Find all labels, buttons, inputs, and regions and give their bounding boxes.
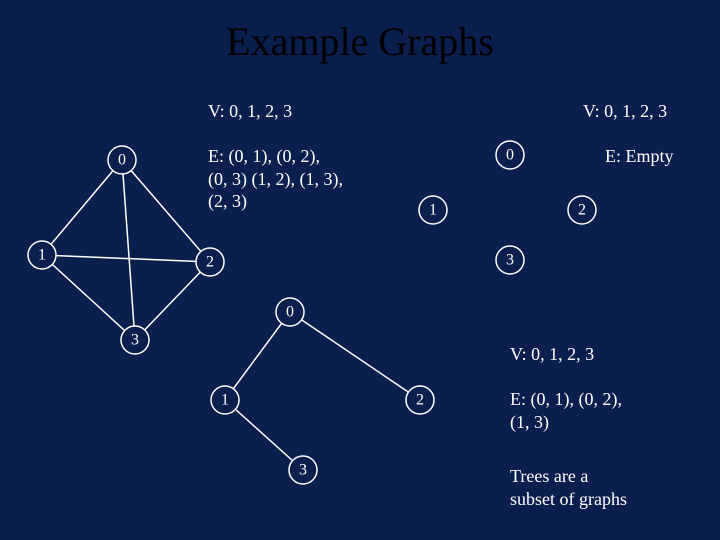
graph-edge [42,255,135,340]
graph-edge [42,160,122,255]
graph-node-label: 3 [506,252,514,269]
graph-edge [122,160,210,262]
graph-node-label: 1 [38,247,46,264]
graph-node: 2 [568,196,596,224]
graph-edge [290,312,420,400]
graph-node-label: 1 [221,392,229,409]
graph-node-label: 0 [506,147,514,164]
graph-edge [135,262,210,340]
graph-node: 1 [28,241,56,269]
graph-node: 1 [211,386,239,414]
graphs-svg-layer: 0 1 2 3 0 1 2 3 0 1 2 3 [0,0,720,540]
graph-node: 2 [406,386,434,414]
graph-node: 3 [289,456,317,484]
graph-node-label: 0 [118,152,126,169]
graph-node-label: 3 [131,332,139,349]
graph-node: 2 [196,248,224,276]
graph-node: 3 [121,326,149,354]
graph-node: 0 [108,146,136,174]
graph-edge [225,312,290,400]
graph-node: 0 [276,298,304,326]
graph-node: 3 [496,246,524,274]
graph-edge [122,160,135,340]
graph-edge [42,255,210,262]
graph-node-label: 2 [578,202,586,219]
graph-node-label: 0 [286,304,294,321]
graph-edge [225,400,303,470]
graph-node: 1 [419,196,447,224]
graph-node-label: 3 [299,462,307,479]
graph-node: 0 [496,141,524,169]
graph-node-label: 2 [416,392,424,409]
slide-root: Example Graphs V: 0, 1, 2, 3 E: (0, 1), … [0,0,720,540]
graph-node-label: 2 [206,254,214,271]
graph-node-label: 1 [429,202,437,219]
